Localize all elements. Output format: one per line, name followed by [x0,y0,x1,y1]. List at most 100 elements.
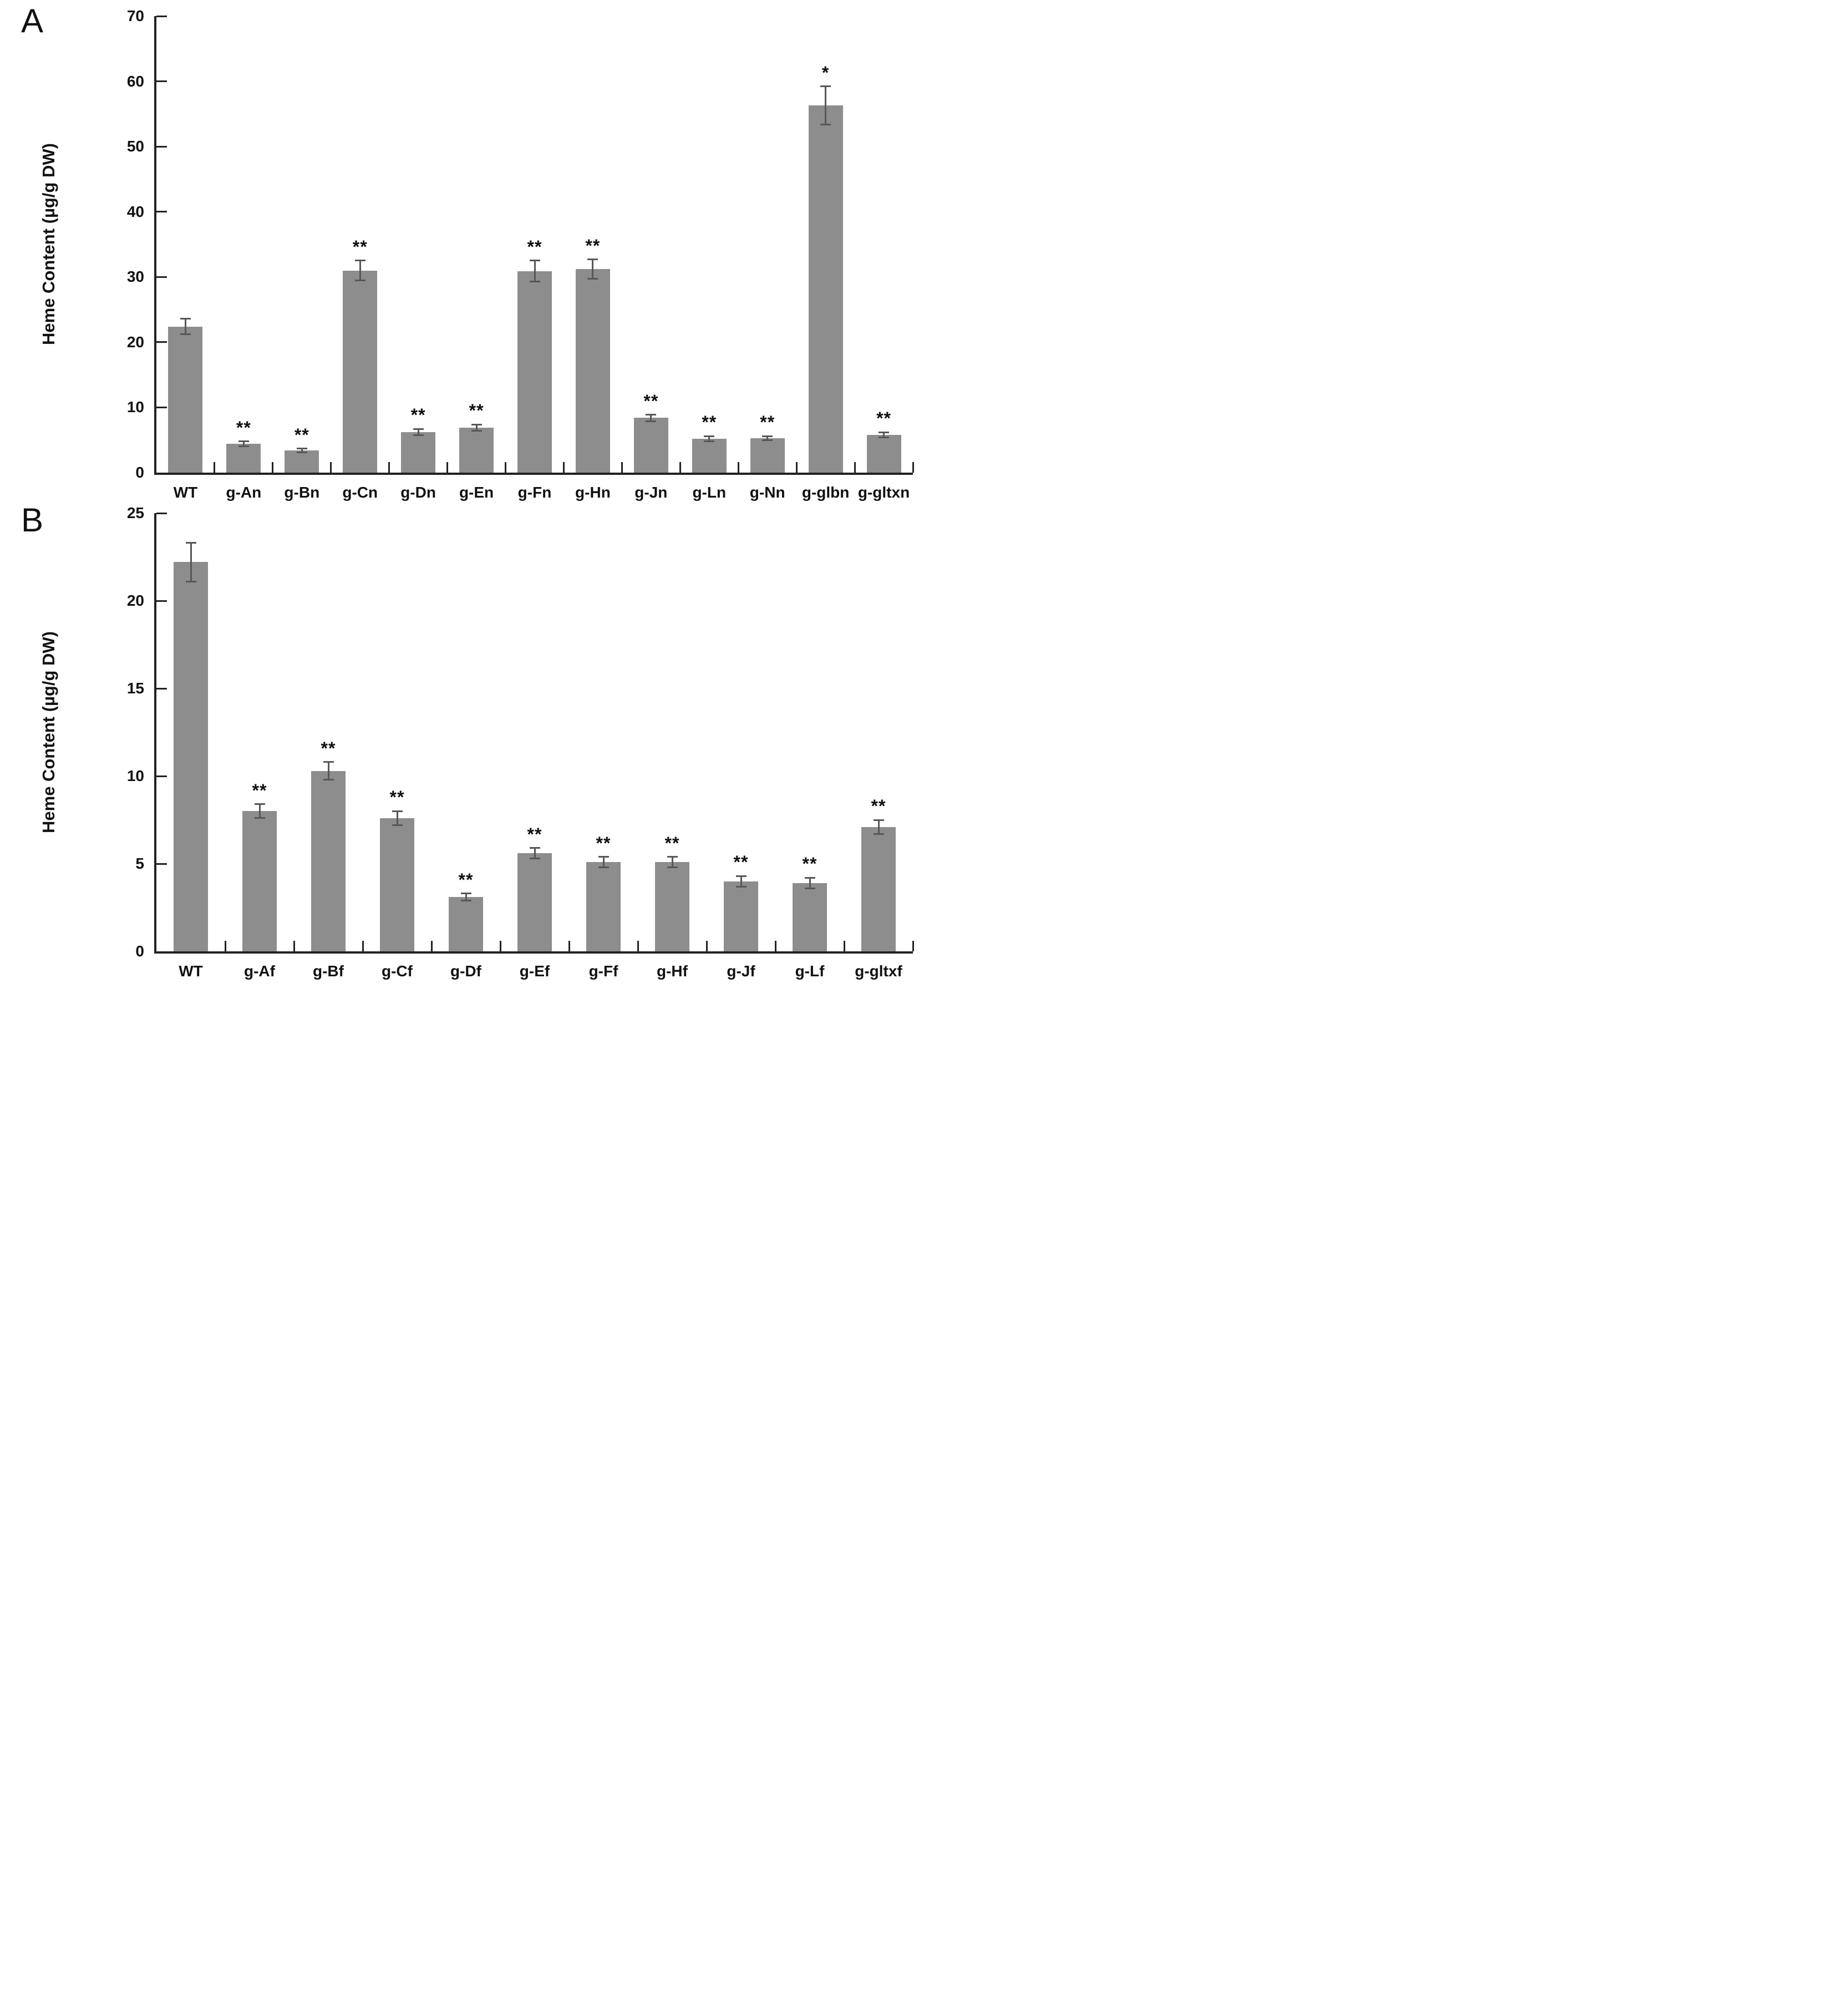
bar-g-En [459,427,494,473]
panel-b: B Heme Content (µg/g DW) 0 5 10 15 20 25 WT ** g… [0,499,924,998]
bar-WT [174,562,208,951]
y-axis-tick [156,15,167,17]
x-axis-category-label: g-Lf [795,962,825,980]
error-bar-cap-bottom [667,866,678,868]
significance-marker: ** [294,424,309,445]
significance-marker: * [821,63,830,83]
significance-marker: ** [876,408,891,429]
error-bar-line [671,856,673,868]
error-bar-cap-bottom [296,452,307,454]
y-axis-tick [156,341,167,343]
x-axis-category-label: g-Ln [692,484,727,501]
error-bar-cap-bottom [323,778,334,780]
significance-marker: ** [236,417,251,438]
error-bar-line [534,848,536,859]
error-bar-line [258,804,261,818]
x-axis-category-label: g-Jf [727,962,755,980]
error-bar-cap-top [238,440,249,443]
bar-g-Cn [343,270,378,473]
x-axis-tick [795,462,798,473]
error-bar-cap-top [762,435,773,437]
significance-marker: ** [458,869,474,890]
x-axis-tick [912,941,914,951]
x-axis-tick [774,941,776,951]
x-axis-category-label: WT [173,484,198,501]
x-axis-category-label: g-Df [450,962,481,980]
significance-marker: ** [252,780,267,800]
error-bar-cap-top [460,893,471,895]
bar-g-Nn [750,438,785,473]
bar-g-Hn [575,269,610,473]
x-axis-category-label: g-Cf [382,962,413,980]
x-axis-tick [272,462,274,473]
error-bar-line [766,436,769,440]
error-bar-line [359,260,361,281]
significance-marker: ** [389,787,405,808]
y-axis-tick-label: 40 [126,202,144,220]
error-bar-cap-top [180,318,191,320]
error-bar-cap-top [413,428,424,430]
y-axis-tick-label: 0 [135,942,144,960]
y-axis-tick [156,512,167,514]
bar-g-gltxf [861,827,896,951]
error-bar-cap-bottom [180,333,191,336]
x-axis-category-label: g-Cn [342,484,378,501]
error-bar-line [301,448,303,453]
x-axis-tick [854,462,856,473]
significance-marker: ** [733,852,749,873]
x-axis-category-label: g-Bf [313,962,344,980]
error-bar-cap-top [804,876,815,879]
error-bar-cap-bottom [460,899,471,901]
error-bar-cap-top [392,810,403,812]
bar-g-Cf [380,818,414,951]
x-axis-category-label: g-Af [244,962,275,980]
significance-marker: ** [469,401,484,421]
bar-g-Bf [311,771,346,951]
error-bar-cap-bottom [873,833,884,835]
bar-g-glbn [808,105,843,473]
error-bar-line [708,436,710,442]
error-bar-cap-top [323,761,334,763]
significance-marker: ** [527,237,542,257]
error-bar-line [475,424,478,431]
error-bar-cap-bottom [529,858,540,860]
error-bar-cap-bottom [185,580,196,582]
error-bar-cap-top [646,413,657,415]
x-axis-tick [912,462,914,473]
error-bar-line [883,432,885,438]
y-axis-tick-label: 20 [126,592,144,609]
bar-g-Fn [517,271,552,473]
x-axis-category-label: g-Ff [588,962,618,980]
y-axis-tick [156,276,167,278]
error-bar-cap-bottom [735,885,747,888]
panel-a-plot-area: 0 10 20 30 40 50 60 70 WT ** g-An ** g-Bn ** g-Cn ** g-D… [127,8,914,500]
x-axis-tick [621,462,623,473]
y-axis-tick [156,600,167,602]
error-bar-line [825,86,827,125]
error-bar-line [650,414,652,422]
error-bar-cap-bottom [413,434,424,437]
bar-g-Ef [517,853,552,951]
error-bar-cap-bottom [598,866,609,868]
error-bar-line [190,543,192,582]
error-bar-cap-top [598,855,609,858]
error-bar-cap-bottom [529,281,540,283]
x-axis-category-label: g-gltxf [855,962,902,980]
x-axis-category-label: g-gltxn [857,484,910,501]
panel-a: A Heme Content (µg/g DW) 0 10 20 30 40 50 60 70… [0,0,924,500]
error-bar-line [184,318,186,334]
y-axis-tick-label: 50 [126,138,144,155]
error-bar-cap-top [820,85,831,88]
x-axis-tick [568,941,570,951]
error-bar-cap-bottom [804,887,815,889]
bar-g-Hf [655,861,689,951]
error-bar-cap-bottom [587,278,598,280]
error-bar-cap-bottom [879,437,890,439]
error-bar-cap-top [354,260,365,262]
bar-g-Ff [586,861,621,951]
x-axis-tick [637,941,639,951]
y-axis-tick-label: 70 [126,7,144,24]
error-bar-cap-top [471,423,482,425]
panel-b-label: B [21,501,44,539]
x-axis-tick [737,462,739,473]
